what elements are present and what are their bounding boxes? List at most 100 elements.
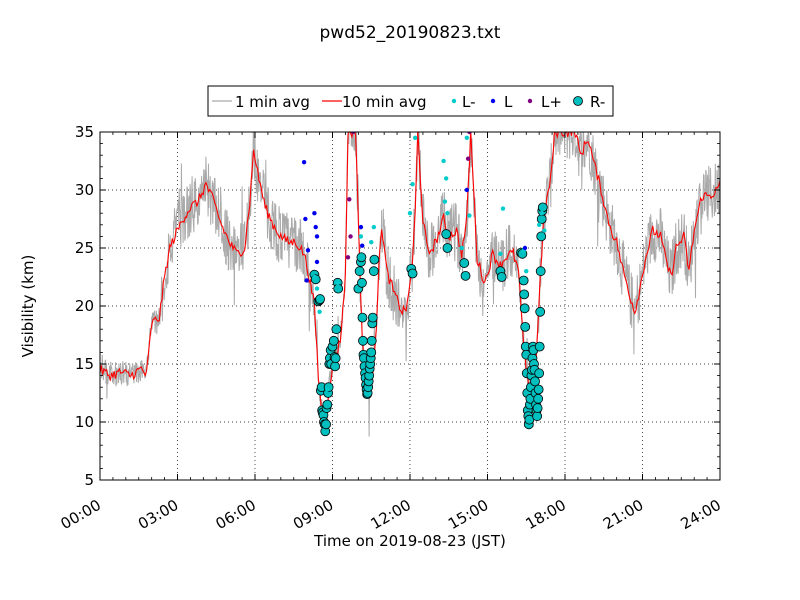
marker-l-minus — [500, 206, 506, 211]
legend: 1 min avg 10 min avg L- L L+ R- — [207, 85, 614, 117]
x-tick-label: 15:00 — [445, 496, 491, 533]
marker-r-minus — [357, 312, 368, 323]
marker-r-minus — [330, 361, 340, 372]
x-tick-label: 06:00 — [213, 496, 259, 533]
x-tick-label: 12:00 — [368, 496, 414, 533]
legend-label: 10 min avg — [342, 93, 427, 111]
y-tick-label: 20 — [75, 297, 94, 315]
marker-r-minus — [520, 321, 531, 332]
marker-r-minus — [535, 306, 546, 317]
legend-label: L+ — [541, 93, 562, 111]
x-tick-label: 00:00 — [58, 496, 104, 533]
marker-r-minus — [537, 202, 548, 213]
y-tick-label: 15 — [75, 355, 94, 373]
marker-r-minus — [358, 335, 368, 346]
marker-l-minus — [441, 158, 446, 164]
marker-l — [314, 259, 320, 265]
marker-r-minus — [459, 258, 470, 268]
marker-r-minus — [330, 353, 341, 364]
marker-l-minus — [467, 213, 472, 218]
x-axis-label: Time on 2019-08-23 (JST) — [313, 532, 506, 550]
marker-r-minus — [519, 289, 530, 300]
legend-label: L — [504, 93, 513, 111]
legend-box — [207, 85, 614, 117]
marker-l-plus — [465, 156, 471, 161]
marker-r-minus — [356, 252, 367, 263]
marker-l — [464, 187, 470, 193]
marker-l-minus — [410, 182, 415, 187]
marker-r-minus — [322, 399, 333, 410]
marker-r-minus — [441, 229, 452, 239]
y-tick-label: 25 — [75, 239, 94, 257]
marker-l — [301, 159, 307, 165]
marker-l-minus — [317, 309, 322, 314]
marker-r-minus — [357, 277, 367, 288]
marker-r-minus — [519, 303, 530, 314]
marker-l-minus — [358, 234, 364, 239]
marker-l — [305, 248, 311, 253]
marker-l — [304, 278, 309, 283]
marker-l-minus — [369, 240, 374, 245]
marker-r-minus — [442, 243, 453, 253]
marker-r-minus — [328, 335, 339, 346]
marker-r-minus — [534, 341, 545, 352]
marker-r-minus — [536, 214, 547, 224]
marker-l — [313, 224, 318, 230]
marker-l-minus — [442, 199, 448, 204]
series-1min-avg — [100, 132, 720, 437]
marker-r-minus — [530, 376, 540, 387]
marker-r-minus — [354, 266, 365, 277]
marker-l-minus — [536, 222, 542, 227]
marker-r-minus — [534, 368, 545, 379]
marker-l — [303, 216, 308, 222]
marker-r-minus — [533, 393, 544, 404]
marker-r-minus — [367, 312, 378, 323]
marker-l-minus — [314, 286, 320, 291]
marker-l-plus — [467, 132, 472, 135]
y-tick-label: 5 — [84, 471, 94, 489]
marker-l — [312, 211, 317, 216]
series-line-10min — [100, 132, 720, 421]
x-tick-label: 18:00 — [523, 496, 569, 533]
y-tick-label: 10 — [75, 413, 94, 431]
marker-l-minus — [325, 387, 330, 392]
marker-r-minus — [535, 266, 546, 277]
marker-r-minus — [368, 266, 379, 277]
marker-l-minus — [498, 251, 503, 256]
legend-label: R- — [590, 93, 605, 111]
marker-r-minus — [407, 268, 418, 279]
marker-r-minus — [496, 272, 507, 282]
series-10min-avg — [100, 132, 720, 421]
marker-l-minus — [542, 228, 547, 233]
marker-l-plus — [350, 132, 356, 135]
marker-r-minus — [333, 283, 344, 294]
marker-r-minus — [518, 275, 529, 286]
marker-l-minus — [524, 269, 529, 274]
marker-l-minus — [312, 274, 317, 280]
marker-r-minus — [315, 294, 326, 304]
x-tick-label: 21:00 — [600, 496, 646, 533]
marker-r-minus — [331, 324, 342, 335]
marker-r-minus — [321, 419, 331, 430]
x-tick-label: 24:00 — [678, 496, 724, 533]
marker-r-minus — [366, 335, 377, 346]
legend-swatch-dot — [451, 98, 457, 104]
marker-l — [358, 224, 364, 230]
marker-r-minus — [533, 384, 544, 395]
marker-l-minus — [445, 211, 450, 216]
marker-l-minus — [371, 224, 377, 230]
marker-l-plus — [345, 255, 351, 260]
marker-l-plus — [348, 234, 353, 239]
marker-r-minus — [532, 411, 542, 422]
x-tick-label: 09:00 — [290, 496, 336, 533]
marker-l-minus — [407, 211, 413, 216]
marker-l-plus — [347, 197, 352, 202]
legend-label: L- — [462, 93, 476, 111]
legend-swatch-dot — [527, 98, 533, 104]
marker-l — [360, 243, 365, 248]
marker-r-minus — [369, 254, 380, 265]
marker-r-minus — [460, 270, 471, 281]
y-tick-label: 35 — [75, 123, 94, 141]
legend-swatch-dot — [490, 98, 496, 104]
